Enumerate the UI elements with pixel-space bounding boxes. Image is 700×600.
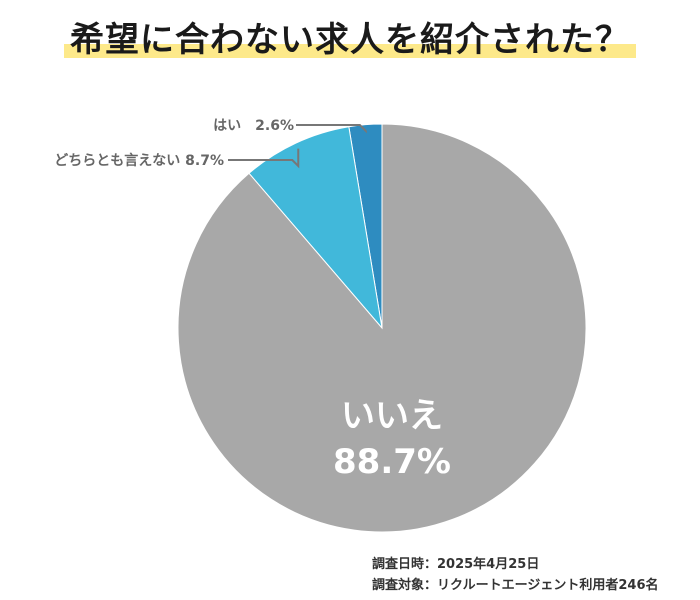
leader-line-0 xyxy=(296,124,367,134)
title-wrap: 希望に合わない求人を紹介された？ xyxy=(0,18,700,62)
chart-title: 希望に合わない求人を紹介された？ xyxy=(64,18,636,62)
pie-slice-1 xyxy=(248,126,383,330)
slice-value-2: 88.7% xyxy=(333,442,451,482)
slice-label-2: いいえ xyxy=(341,396,443,436)
leader-line-1 xyxy=(228,148,300,169)
slice-label-0: はい 2.6% xyxy=(213,118,294,134)
footnote-survey-date: 調査日時：2025年4月25日 xyxy=(372,557,540,572)
slice-label-1: どちらとも言えない 8.7% xyxy=(54,152,224,169)
pie-slice-2 xyxy=(177,123,587,533)
footnote-survey-target: 調査対象：リクルートエージェント利用者246名 xyxy=(372,578,659,593)
